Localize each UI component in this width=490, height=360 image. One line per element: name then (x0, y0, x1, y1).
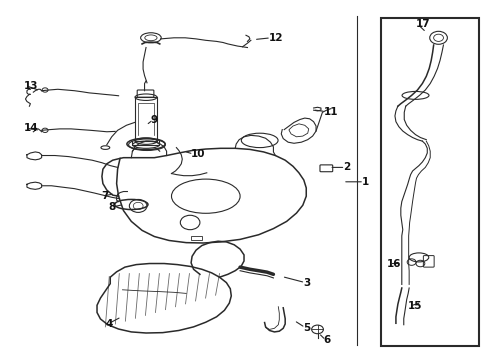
Text: 10: 10 (191, 149, 206, 159)
Text: 15: 15 (408, 301, 422, 311)
Text: 1: 1 (362, 177, 369, 187)
Text: 4: 4 (105, 319, 113, 329)
Text: 2: 2 (343, 162, 350, 172)
Text: 17: 17 (416, 19, 430, 30)
Text: 7: 7 (101, 191, 109, 201)
Text: 11: 11 (323, 107, 338, 117)
Text: 13: 13 (24, 81, 38, 91)
Text: 16: 16 (387, 258, 402, 269)
Text: 3: 3 (303, 278, 310, 288)
Text: 8: 8 (109, 202, 116, 212)
Bar (381, 18, 479, 346)
Text: 14: 14 (24, 123, 38, 133)
Text: 5: 5 (303, 323, 310, 333)
Text: 9: 9 (151, 114, 158, 125)
Bar (191, 236, 202, 240)
Text: 6: 6 (323, 335, 331, 345)
Text: 12: 12 (269, 33, 283, 43)
